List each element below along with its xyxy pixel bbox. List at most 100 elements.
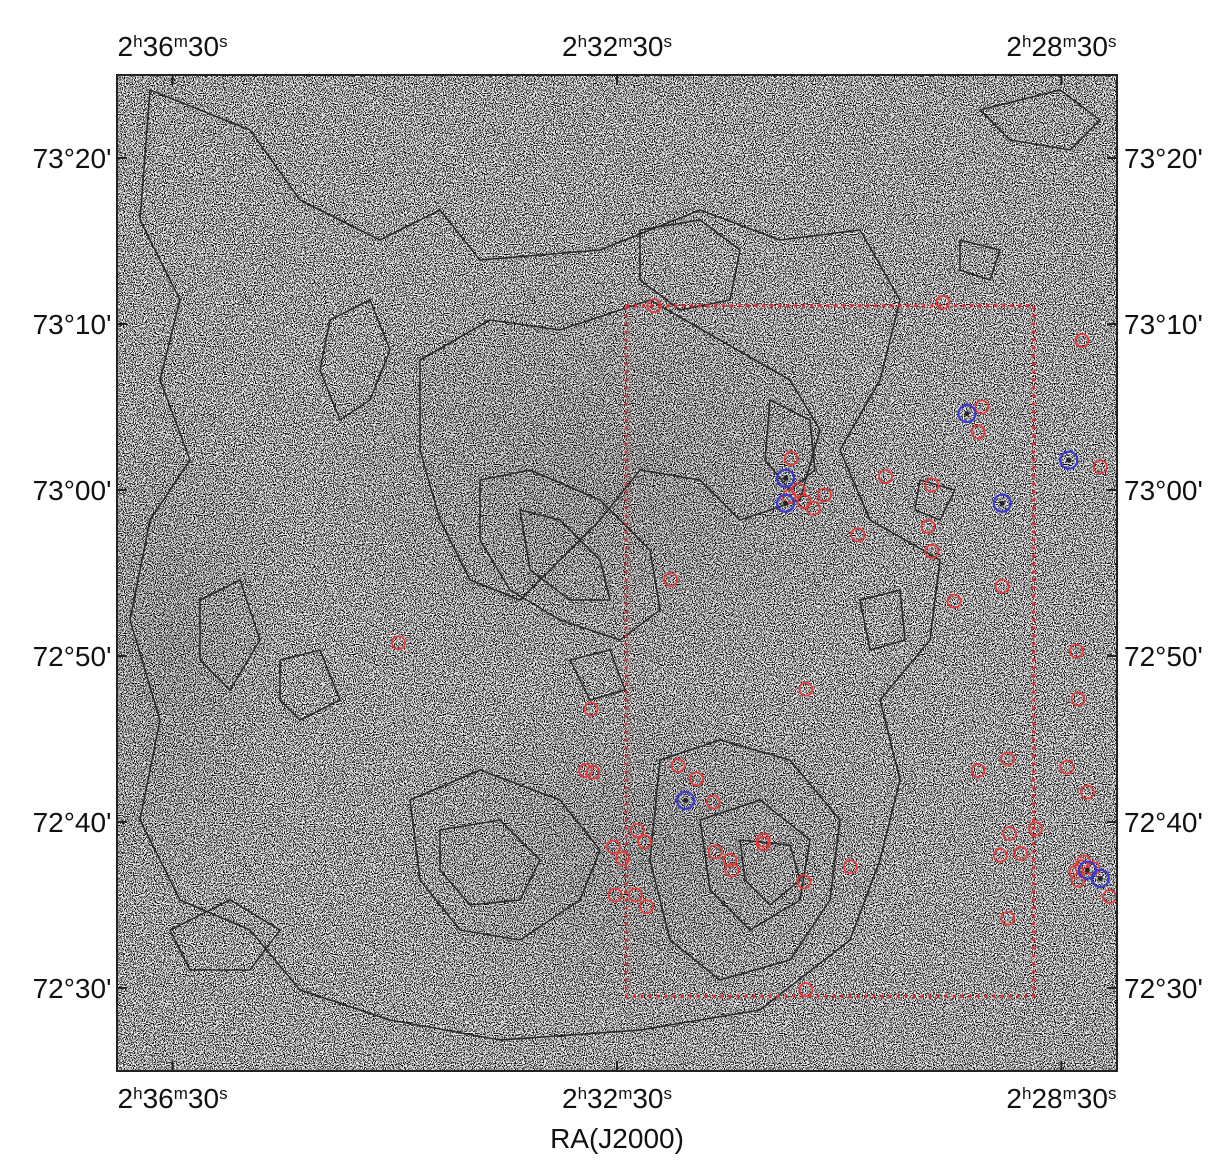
intensity-contours — [129, 89, 1101, 1041]
red-source-marker — [1068, 643, 1084, 659]
blue-source-core — [1084, 867, 1090, 873]
contour-line — [479, 469, 661, 641]
contour-line — [959, 239, 1001, 281]
red-source-marker — [1079, 784, 1095, 800]
contour-line — [699, 799, 811, 931]
contour-line — [129, 89, 941, 1041]
y-tick-label-right: 72°50' — [1124, 641, 1203, 672]
contour-line — [169, 899, 281, 971]
y-tick-label-right: 73°10' — [1124, 309, 1203, 340]
y-tick-label-left: 72°40' — [33, 807, 112, 838]
red-source-marker — [1070, 691, 1086, 707]
contour-line — [739, 839, 801, 906]
x-tick-label-bottom: 2h36m30s — [118, 1083, 228, 1114]
red-source-marker — [924, 477, 940, 493]
red-source-marker — [628, 887, 643, 903]
red-source-marker — [607, 887, 623, 903]
red-source-marker — [970, 424, 986, 440]
red-source-marker — [842, 859, 858, 875]
red-source-marker — [1074, 333, 1090, 349]
red-source-marker — [992, 847, 1008, 863]
x-tick-label-bottom: 2h32m30s — [562, 1083, 672, 1114]
red-source-marker — [946, 593, 962, 609]
contour-line — [279, 649, 341, 721]
x-tick-label-top: 2h28m30s — [1006, 31, 1116, 62]
red-source-marker — [705, 794, 721, 810]
y-tick-label-left: 73°20' — [33, 143, 112, 174]
red-source-marker — [391, 635, 406, 651]
contour-line — [199, 579, 261, 691]
contour-line — [409, 769, 601, 941]
contour-line — [764, 399, 816, 491]
red-source-marker — [1013, 846, 1029, 861]
blue-source-core — [1066, 457, 1072, 463]
y-tick-label-right: 73°20' — [1124, 143, 1203, 174]
axis-labels: 2h36m30s 2h36m30s 2h32m30s 2h32m30s 2h28m30s… — [33, 31, 1203, 1114]
red-source-marker — [817, 487, 832, 503]
contour-line — [639, 219, 741, 311]
x-tick-label-top: 2h36m30s — [118, 31, 228, 62]
y-tick-label-left: 72°30' — [33, 973, 112, 1004]
y-tick-label-right: 72°40' — [1124, 807, 1203, 838]
red-source-marker — [605, 839, 621, 855]
x-axis-title: RA(J2000) — [550, 1123, 684, 1154]
contour-line — [319, 299, 391, 421]
x-tick-label-bottom: 2h28m30s — [1006, 1083, 1116, 1114]
blue-source-marker — [775, 493, 796, 513]
source-markers — [391, 295, 1117, 998]
red-source-marker — [1000, 910, 1016, 926]
blue-source-marker — [1059, 450, 1079, 470]
red-source-marker — [1000, 751, 1016, 767]
red-source-marker — [994, 578, 1010, 594]
red-source-marker — [970, 763, 986, 778]
blue-source-core — [683, 797, 689, 803]
contour-line — [569, 649, 626, 701]
blue-source-marker — [675, 790, 696, 811]
red-source-marker — [1002, 826, 1017, 842]
red-source-marker — [615, 851, 630, 866]
contour-line — [979, 89, 1101, 151]
red-source-marker — [1028, 821, 1043, 837]
red-source-marker — [663, 572, 679, 588]
y-tick-label-left: 73°10' — [33, 309, 112, 340]
blue-source-core — [783, 475, 789, 481]
red-source-marker — [585, 764, 601, 780]
blue-source-marker — [775, 468, 796, 488]
red-source-marker — [724, 862, 740, 878]
y-tick-label-right: 72°30' — [1124, 973, 1203, 1004]
red-source-marker — [798, 982, 814, 998]
contour-line — [914, 479, 956, 521]
red-source-marker — [920, 519, 936, 534]
red-source-marker — [1068, 864, 1084, 880]
red-source-marker — [783, 451, 799, 466]
red-source-marker — [1092, 459, 1108, 475]
red-source-marker — [974, 399, 990, 415]
red-source-marker — [578, 763, 593, 778]
red-source-marker — [878, 469, 893, 485]
red-source-marker — [796, 874, 812, 890]
region-box — [624, 304, 1036, 998]
red-source-marker — [722, 852, 738, 868]
contour-line — [649, 739, 841, 981]
red-source-marker — [707, 844, 723, 860]
blue-source-marker — [957, 404, 977, 424]
red-source-marker — [1070, 872, 1086, 888]
red-source-marker — [924, 544, 940, 559]
y-tick-label-left: 72°50' — [33, 641, 112, 672]
contour-line — [439, 819, 541, 906]
red-source-marker — [583, 701, 599, 717]
red-source-marker — [791, 482, 806, 498]
axis-ticks — [117, 75, 1117, 1071]
red-source-marker — [798, 681, 814, 697]
blue-source-core — [783, 500, 789, 506]
red-source-marker — [670, 758, 686, 773]
blue-source-core — [999, 500, 1005, 506]
y-tick-label-right: 73°00' — [1124, 475, 1203, 506]
blue-source-marker — [992, 493, 1012, 513]
red-source-marker — [1059, 759, 1075, 775]
red-source-marker — [637, 834, 653, 850]
blue-source-core — [1097, 875, 1103, 881]
red-source-marker — [689, 771, 705, 787]
observed-region-box — [624, 304, 1036, 998]
